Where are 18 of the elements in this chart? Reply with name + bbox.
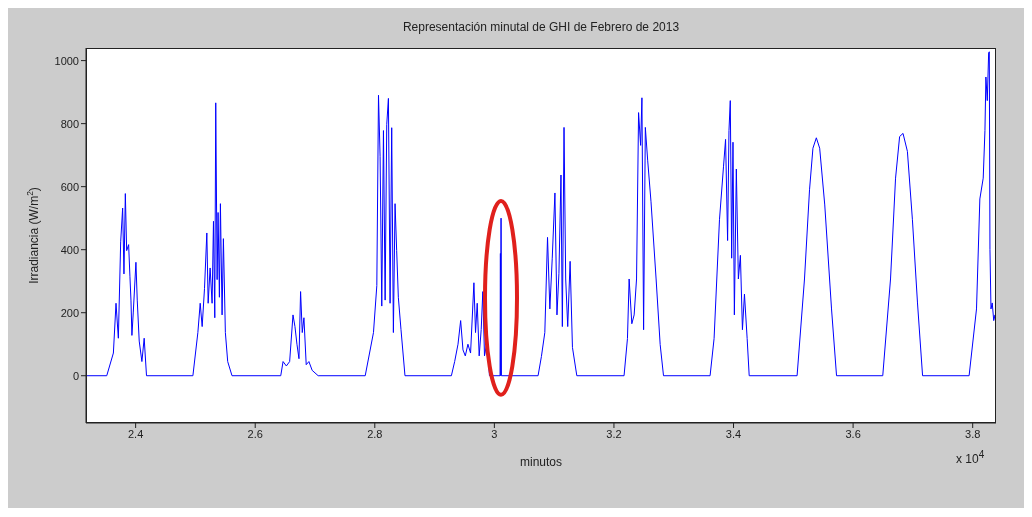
y-tick-label: 0: [72, 369, 79, 382]
x-tick-label: 3.4: [725, 427, 742, 440]
x-tick-label: 2.8: [367, 427, 383, 440]
x-tick-label: 3.6: [845, 427, 861, 440]
y-tick-label: 1000: [54, 54, 79, 67]
chart-title: Representación minutal de GHI de Febrero de 2013: [401, 20, 681, 34]
line-series: [86, 51, 996, 377]
x-tick-label: 2.6: [247, 427, 263, 440]
y-tick-label: 600: [60, 180, 79, 193]
y-tick-label: 200: [60, 306, 79, 319]
x-tick-label: 2.4: [127, 427, 144, 440]
y-tick-label: 800: [60, 117, 79, 130]
y-tick-label: 400: [60, 243, 79, 256]
x-axis-title: minutos: [519, 455, 563, 469]
text: x 10$^{4}$: [956, 449, 985, 466]
x-tick-label: 3: [491, 427, 498, 440]
x-tick-label: 3.2: [606, 427, 622, 440]
x-tick-label: 3.8: [965, 427, 981, 440]
